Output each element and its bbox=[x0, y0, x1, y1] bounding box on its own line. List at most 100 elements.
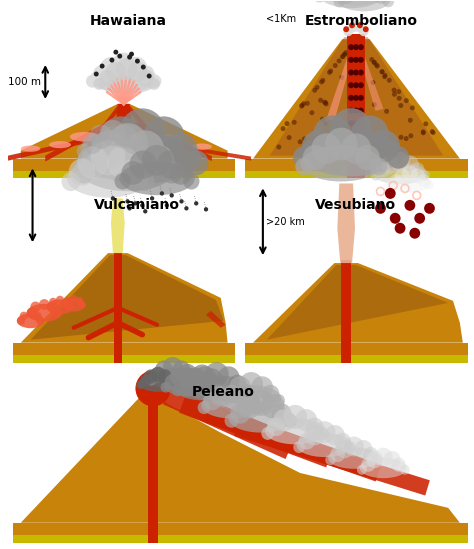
Circle shape bbox=[324, 102, 328, 107]
Circle shape bbox=[76, 297, 83, 304]
Circle shape bbox=[369, 151, 374, 156]
Polygon shape bbox=[327, 49, 354, 121]
Circle shape bbox=[161, 382, 171, 393]
Circle shape bbox=[302, 130, 334, 162]
Circle shape bbox=[211, 376, 228, 393]
Circle shape bbox=[172, 380, 180, 389]
Circle shape bbox=[380, 69, 384, 74]
Circle shape bbox=[69, 159, 95, 186]
Text: <1Km: <1Km bbox=[266, 14, 296, 24]
Circle shape bbox=[202, 368, 222, 389]
Text: Vesubiano: Vesubiano bbox=[315, 198, 397, 212]
Ellipse shape bbox=[201, 392, 262, 418]
Ellipse shape bbox=[313, 0, 399, 5]
Text: Peleano: Peleano bbox=[192, 385, 255, 400]
Ellipse shape bbox=[46, 299, 73, 314]
Circle shape bbox=[177, 376, 193, 393]
Ellipse shape bbox=[138, 375, 177, 392]
Circle shape bbox=[358, 133, 364, 139]
Circle shape bbox=[398, 103, 403, 108]
Circle shape bbox=[64, 297, 72, 304]
Circle shape bbox=[348, 108, 354, 114]
Circle shape bbox=[431, 130, 436, 135]
Circle shape bbox=[380, 69, 384, 74]
Circle shape bbox=[126, 130, 164, 169]
Circle shape bbox=[384, 109, 389, 114]
Circle shape bbox=[311, 133, 341, 164]
Polygon shape bbox=[31, 255, 224, 340]
Circle shape bbox=[150, 367, 165, 382]
Circle shape bbox=[358, 57, 364, 63]
Circle shape bbox=[337, 58, 342, 63]
Circle shape bbox=[184, 206, 189, 210]
Circle shape bbox=[310, 148, 315, 153]
Circle shape bbox=[164, 203, 169, 208]
Circle shape bbox=[348, 57, 354, 63]
Circle shape bbox=[248, 390, 274, 416]
Circle shape bbox=[136, 172, 155, 191]
Circle shape bbox=[336, 440, 354, 458]
Circle shape bbox=[106, 62, 126, 82]
Circle shape bbox=[374, 447, 392, 466]
Circle shape bbox=[358, 82, 364, 88]
Circle shape bbox=[242, 391, 260, 410]
Circle shape bbox=[372, 102, 377, 107]
Circle shape bbox=[386, 181, 395, 189]
Circle shape bbox=[272, 394, 285, 407]
Circle shape bbox=[261, 385, 280, 404]
Circle shape bbox=[77, 147, 109, 179]
Circle shape bbox=[348, 23, 358, 32]
Polygon shape bbox=[358, 49, 383, 111]
Ellipse shape bbox=[96, 70, 157, 94]
Circle shape bbox=[91, 130, 129, 169]
Circle shape bbox=[129, 150, 157, 179]
Circle shape bbox=[392, 88, 396, 93]
Circle shape bbox=[353, 120, 359, 126]
Circle shape bbox=[27, 307, 37, 318]
Circle shape bbox=[210, 383, 231, 406]
Circle shape bbox=[353, 70, 359, 76]
Circle shape bbox=[51, 307, 62, 318]
Circle shape bbox=[343, 125, 348, 130]
Circle shape bbox=[87, 132, 122, 168]
Polygon shape bbox=[111, 198, 125, 253]
Circle shape bbox=[128, 206, 132, 210]
Polygon shape bbox=[267, 265, 448, 340]
Circle shape bbox=[430, 129, 435, 134]
Circle shape bbox=[357, 23, 363, 28]
Circle shape bbox=[179, 199, 183, 204]
Circle shape bbox=[143, 145, 174, 177]
Circle shape bbox=[93, 78, 105, 90]
Circle shape bbox=[115, 173, 131, 189]
Circle shape bbox=[198, 401, 210, 414]
Ellipse shape bbox=[373, 163, 427, 184]
Circle shape bbox=[354, 124, 358, 129]
Circle shape bbox=[404, 200, 415, 211]
Circle shape bbox=[225, 413, 238, 428]
Circle shape bbox=[404, 98, 409, 103]
Polygon shape bbox=[234, 421, 430, 496]
Circle shape bbox=[375, 163, 391, 177]
Ellipse shape bbox=[337, 0, 391, 12]
Circle shape bbox=[298, 139, 302, 144]
Circle shape bbox=[272, 404, 292, 424]
Polygon shape bbox=[6, 131, 118, 161]
Circle shape bbox=[353, 108, 359, 114]
Circle shape bbox=[119, 108, 165, 154]
Circle shape bbox=[358, 108, 364, 114]
Circle shape bbox=[184, 150, 209, 175]
Circle shape bbox=[318, 98, 323, 103]
Circle shape bbox=[143, 116, 185, 159]
Circle shape bbox=[358, 70, 364, 76]
Circle shape bbox=[421, 130, 426, 135]
Circle shape bbox=[401, 155, 419, 173]
Circle shape bbox=[92, 65, 111, 84]
Circle shape bbox=[107, 123, 148, 165]
Ellipse shape bbox=[67, 159, 149, 198]
Circle shape bbox=[223, 385, 241, 404]
Circle shape bbox=[181, 384, 194, 397]
Circle shape bbox=[375, 203, 386, 214]
Ellipse shape bbox=[301, 145, 382, 182]
Circle shape bbox=[300, 103, 305, 108]
Circle shape bbox=[423, 121, 428, 126]
